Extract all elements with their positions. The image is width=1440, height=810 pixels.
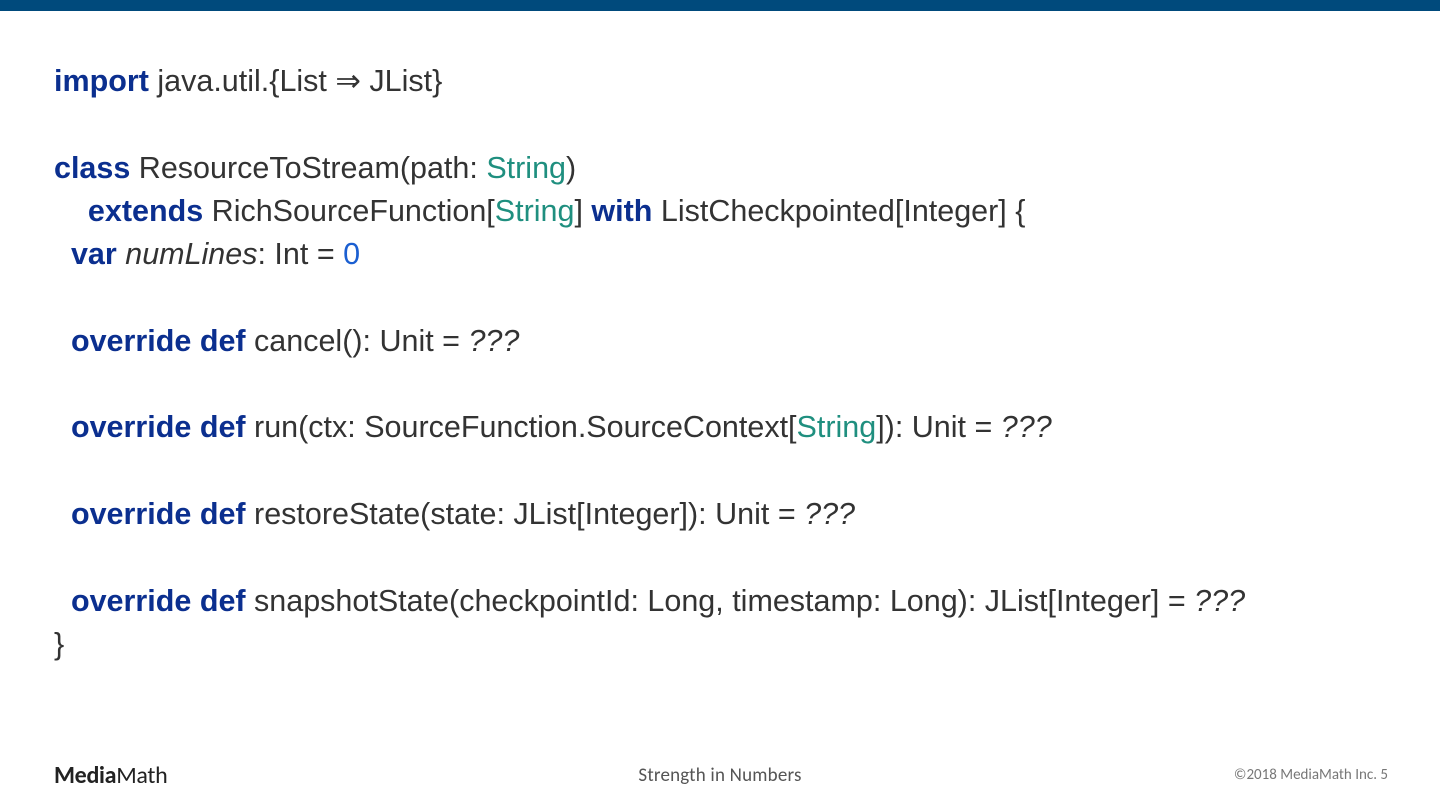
- run-rest1: run(ctx: SourceFunction.SourceContext[: [246, 410, 797, 444]
- kw-extends: extends: [88, 194, 203, 228]
- logo-part-b: Math: [116, 761, 167, 790]
- kw-def-1: def: [200, 324, 246, 358]
- kw-def-3: def: [200, 497, 246, 531]
- extends-indent: [54, 194, 88, 228]
- kw-override-1: override: [71, 324, 191, 358]
- kw-override-4: override: [71, 584, 191, 618]
- kw-def-2: def: [200, 410, 246, 444]
- od-indent-2: [54, 410, 71, 444]
- extends-rest3: ListCheckpointed[Integer] {: [652, 194, 1025, 228]
- kw-with: with: [591, 194, 652, 228]
- kw-def-4: def: [200, 584, 246, 618]
- od-indent-4: [54, 584, 71, 618]
- type-string-1: String: [486, 151, 566, 185]
- restore-rest: restoreState(state: JList[Integer]): Uni…: [246, 497, 805, 531]
- sp-1: [191, 324, 199, 358]
- od-indent-1: [54, 324, 71, 358]
- logo-part-a: Media: [54, 761, 116, 790]
- class-rest1: ResourceToStream(path:: [130, 151, 486, 185]
- type-string-2: String: [495, 194, 575, 228]
- extends-rest2: ]: [574, 194, 591, 228]
- cancel-rest: cancel(): Unit =: [246, 324, 469, 358]
- kw-override-3: override: [71, 497, 191, 531]
- slide: import java.util.{List ⇒ JList} class Res…: [0, 0, 1440, 810]
- qqq-4: ???: [1194, 584, 1245, 618]
- kw-class: class: [54, 151, 130, 185]
- close-brace: }: [54, 627, 64, 661]
- qqq-2: ???: [1001, 410, 1052, 444]
- class-rest2: ): [566, 151, 576, 185]
- footer-logo: MediaMath: [54, 761, 167, 790]
- kw-import: import: [54, 64, 149, 98]
- footer: MediaMath Strength in Numbers ©2018 Medi…: [0, 750, 1440, 790]
- run-rest2: ]): Unit =: [876, 410, 1001, 444]
- od-indent-3: [54, 497, 71, 531]
- code-block: import java.util.{List ⇒ JList} class Res…: [54, 60, 1245, 666]
- sp-3: [191, 497, 199, 531]
- num-zero: 0: [343, 237, 360, 271]
- kw-var: var: [71, 237, 117, 271]
- var-rest: : Int =: [257, 237, 343, 271]
- var-indent: [54, 237, 71, 271]
- type-string-3: String: [797, 410, 877, 444]
- var-numlines: numLines: [125, 237, 257, 271]
- import-rest: java.util.{List ⇒ JList}: [149, 64, 442, 98]
- footer-copyright: ©2018 MediaMath Inc. 5: [1234, 766, 1388, 784]
- var-sp: [117, 237, 125, 271]
- extends-rest1: RichSourceFunction[: [203, 194, 495, 228]
- qqq-3: ???: [804, 497, 855, 531]
- footer-tagline: Strength in Numbers: [638, 764, 801, 787]
- kw-override-2: override: [71, 410, 191, 444]
- qqq-1: ???: [468, 324, 519, 358]
- top-bar: [0, 0, 1440, 11]
- snapshot-rest: snapshotState(checkpointId: Long, timest…: [246, 584, 1195, 618]
- sp-2: [191, 410, 199, 444]
- sp-4: [191, 584, 199, 618]
